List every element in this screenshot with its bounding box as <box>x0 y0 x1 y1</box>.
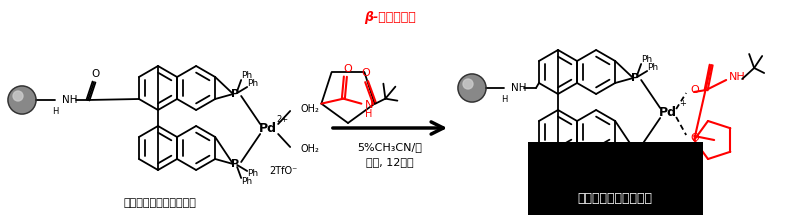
Text: O: O <box>343 64 352 74</box>
Text: 固相担持パラジウム錦体: 固相担持パラジウム錦体 <box>123 198 197 208</box>
Circle shape <box>8 86 36 114</box>
Text: Ph: Ph <box>647 154 658 163</box>
Text: P: P <box>631 143 639 153</box>
Text: 2TfO⁻: 2TfO⁻ <box>269 166 298 176</box>
Text: H: H <box>501 95 507 104</box>
Text: P: P <box>631 73 639 83</box>
Text: β-ケトアミド: β-ケトアミド <box>364 11 416 25</box>
Text: Ph: Ph <box>641 161 652 170</box>
Text: Ph: Ph <box>647 63 658 72</box>
Text: Ph: Ph <box>241 178 252 186</box>
Text: Pd: Pd <box>259 123 277 135</box>
Text: OH₂: OH₂ <box>300 144 319 154</box>
Text: O: O <box>690 133 699 143</box>
Circle shape <box>458 74 486 102</box>
Text: H: H <box>52 107 58 116</box>
Text: NH: NH <box>62 95 78 105</box>
Text: 室温, 12時間: 室温, 12時間 <box>366 157 414 167</box>
Text: O: O <box>362 68 370 78</box>
Text: パラジウムエノラート: パラジウムエノラート <box>578 192 653 204</box>
Text: +: + <box>678 98 686 108</box>
Text: O: O <box>690 85 699 95</box>
Text: O: O <box>91 69 99 79</box>
Text: NH: NH <box>511 83 526 93</box>
Text: 5%CH₃CN/水: 5%CH₃CN/水 <box>358 142 422 152</box>
Text: P: P <box>231 159 239 169</box>
Text: NH: NH <box>729 72 746 82</box>
Text: OH₂: OH₂ <box>300 104 319 114</box>
Text: Ph: Ph <box>247 169 258 178</box>
Text: N: N <box>366 100 374 110</box>
Circle shape <box>13 91 23 101</box>
Text: Ph: Ph <box>641 55 652 64</box>
Text: 2+: 2+ <box>276 115 288 123</box>
Text: Pd: Pd <box>659 106 677 120</box>
Text: TfO⁻: TfO⁻ <box>675 163 697 173</box>
FancyArrowPatch shape <box>333 122 443 134</box>
Text: H: H <box>366 109 373 119</box>
Text: Ph: Ph <box>241 72 252 80</box>
Text: P: P <box>231 89 239 99</box>
Text: Ph: Ph <box>247 80 258 89</box>
Circle shape <box>463 79 473 89</box>
